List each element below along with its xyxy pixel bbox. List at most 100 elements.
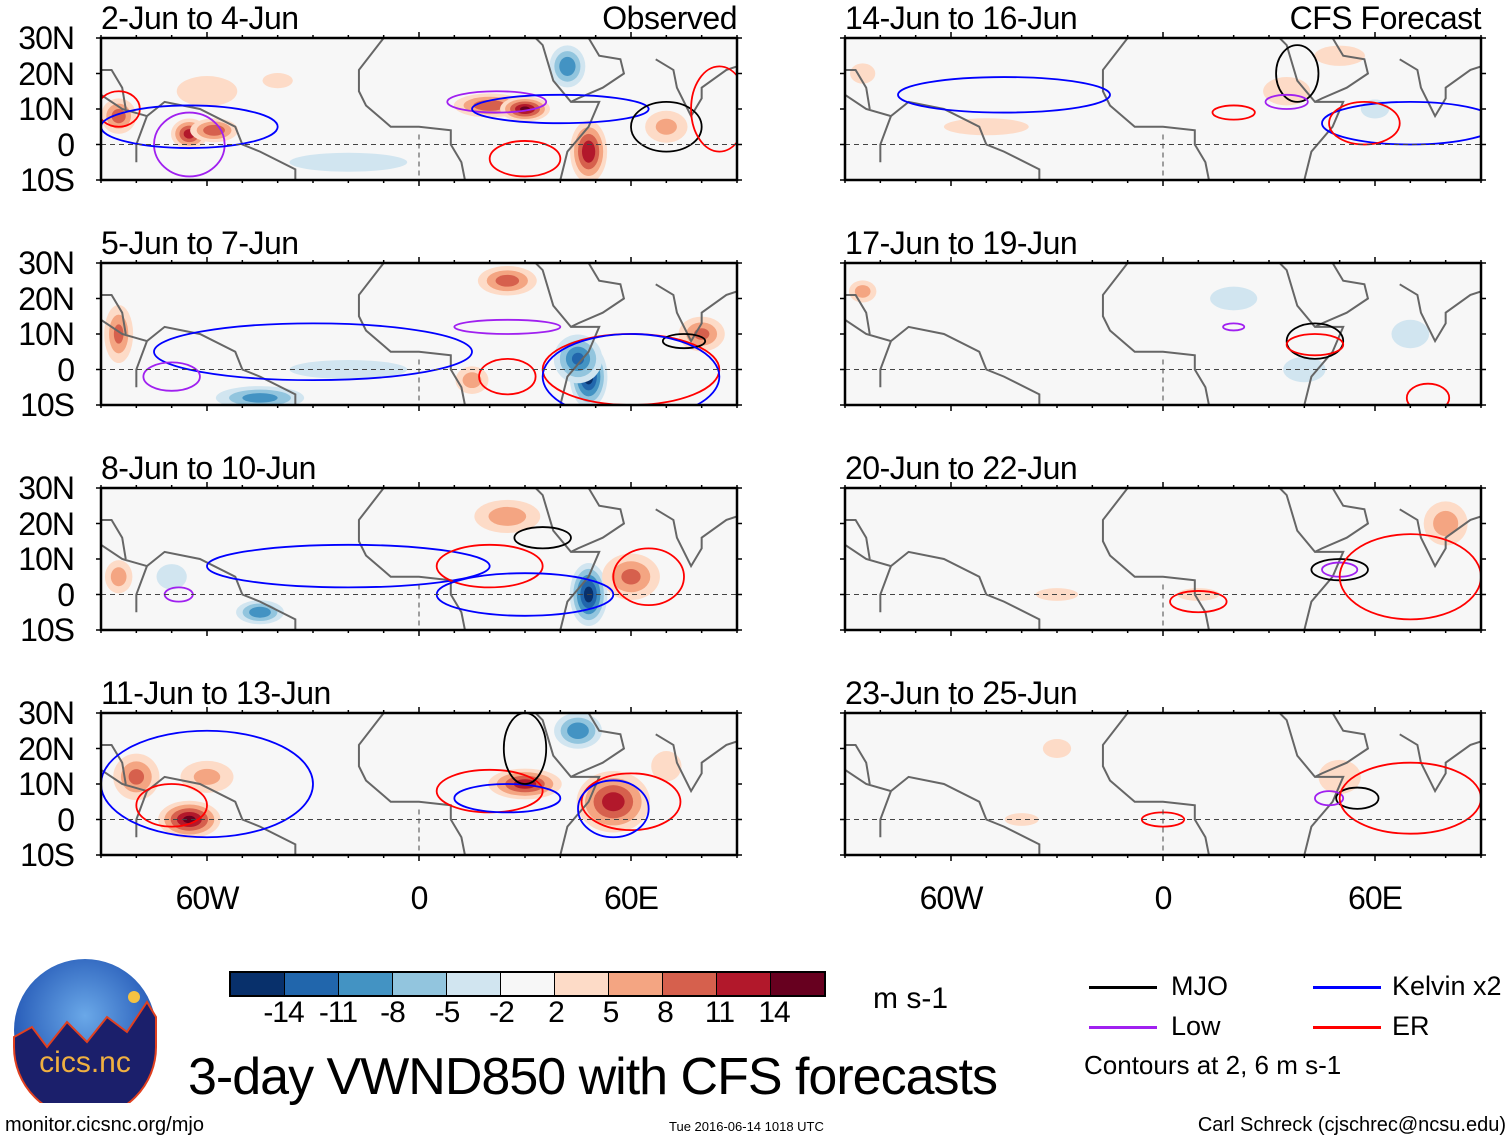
lon-tick-label: 60E — [604, 880, 659, 916]
mjo-contour — [661, 333, 707, 350]
shading-layer — [845, 38, 1481, 180]
colorbar-swatch — [339, 973, 393, 995]
coastline — [101, 318, 148, 343]
wind-anomaly-blob — [602, 792, 625, 812]
coastline — [845, 743, 871, 785]
panel-title: 5-Jun to 7-Jun — [101, 225, 299, 261]
legend-low-line — [1089, 1026, 1157, 1029]
colorbar — [229, 971, 826, 997]
panel-title: 23-Jun to 25-Jun — [845, 675, 1078, 711]
coastline — [1314, 38, 1370, 103]
coastline — [135, 550, 297, 630]
coastline — [1278, 38, 1345, 180]
lat-tick-label: 20N — [18, 730, 75, 767]
coastline — [101, 68, 127, 110]
coastline — [879, 550, 1041, 630]
lat-tick-label: 10N — [18, 541, 75, 577]
column-label: Observed — [602, 0, 737, 36]
wind-anomaly-blob — [1314, 45, 1365, 66]
wind-anomaly-blob — [1035, 588, 1079, 601]
colorbar-label: 14 — [758, 996, 790, 1029]
colorbar-unit: m s-1 — [873, 982, 948, 1015]
coastline — [845, 93, 892, 118]
wind-anomaly-blob — [1263, 77, 1311, 106]
lat-tick-label: 10N — [18, 316, 75, 352]
wind-anomaly-blob — [854, 285, 871, 298]
column-label: CFS Forecast — [1289, 0, 1482, 36]
er-contour — [478, 357, 537, 396]
lon-tick-label: 60E — [1348, 880, 1403, 916]
low-contour — [453, 318, 562, 335]
wind-anomaly-blob — [621, 569, 641, 585]
colorbar-swatch — [231, 973, 285, 995]
kelvin-contour — [541, 333, 721, 405]
mjo-contour — [1275, 44, 1320, 103]
er-contour — [488, 140, 562, 178]
coastline — [570, 488, 626, 553]
coastline — [655, 733, 737, 794]
mjo-contour — [1285, 322, 1345, 360]
contour-note: Contours at 2, 6 m s-1 — [1084, 1050, 1342, 1080]
wind-anomaly-blob — [249, 606, 271, 618]
mjo-contour — [630, 101, 703, 153]
kelvin-contour — [897, 76, 1111, 114]
lat-tick-label: 30N — [18, 470, 75, 506]
lat-tick-label: 10N — [18, 766, 75, 802]
legend-kelvin-line — [1313, 986, 1381, 989]
wind-anomaly-blob — [1391, 319, 1430, 349]
coastline — [1101, 38, 1210, 180]
wind-anomaly-blob — [943, 118, 1029, 136]
coastline — [101, 768, 148, 793]
legend-low: Low — [1171, 1011, 1221, 1041]
colorbar-label: -14 — [263, 996, 304, 1029]
coastline — [1278, 263, 1345, 405]
coastline — [357, 263, 466, 405]
er-contour — [1328, 100, 1401, 146]
coastline — [1314, 713, 1370, 778]
er-contour — [1169, 590, 1228, 614]
colorbar-label: -5 — [434, 996, 461, 1029]
colorbar-swatch — [285, 973, 339, 995]
wind-anomaly-blob — [183, 815, 196, 824]
low-contour — [1222, 322, 1246, 332]
wind-anomaly-blob — [1210, 286, 1258, 311]
panel-title: 17-Jun to 19-Jun — [845, 225, 1078, 261]
legend-er: ER — [1392, 1011, 1430, 1041]
wind-anomaly-blob — [110, 567, 127, 587]
wind-anomaly-blob — [1433, 510, 1459, 537]
low-contour — [142, 361, 201, 392]
er-contour — [612, 547, 685, 607]
lat-tick-label: 20N — [18, 55, 75, 92]
wind-anomaly-blob — [655, 118, 677, 135]
coastline — [570, 38, 626, 103]
map-panel — [840, 32, 1486, 186]
coastline — [357, 38, 466, 180]
lat-tick-label: 0 — [57, 801, 75, 838]
coastline — [135, 325, 297, 405]
mjo-contour — [502, 713, 548, 785]
wind-anomaly-blob — [128, 769, 145, 785]
wind-anomaly-blob — [262, 72, 293, 89]
map-panel — [840, 707, 1486, 861]
svg-text:cics.nc: cics.nc — [39, 1046, 131, 1079]
wind-anomaly-blob — [289, 152, 408, 172]
shading-layer — [845, 713, 1481, 855]
legend-er-line — [1313, 1026, 1381, 1029]
colorbar-label: 8 — [657, 996, 674, 1029]
er-contour — [690, 65, 737, 153]
coastline — [879, 100, 1041, 180]
wind-anomaly-blob — [651, 751, 682, 782]
coastline — [1399, 508, 1481, 569]
wind-anomaly-blob — [242, 393, 278, 403]
colorbar-swatch — [555, 973, 609, 995]
mjo-contour — [513, 526, 572, 550]
coastline — [357, 488, 466, 630]
coastline — [534, 713, 601, 855]
shading-layer — [101, 263, 737, 405]
coastline — [1399, 283, 1481, 344]
colorbar-label: 5 — [602, 996, 620, 1029]
lat-tick-label: 0 — [57, 126, 75, 163]
kelvin-contour — [101, 729, 314, 839]
wind-anomaly-blob — [176, 76, 238, 107]
map-panel — [840, 482, 1486, 636]
